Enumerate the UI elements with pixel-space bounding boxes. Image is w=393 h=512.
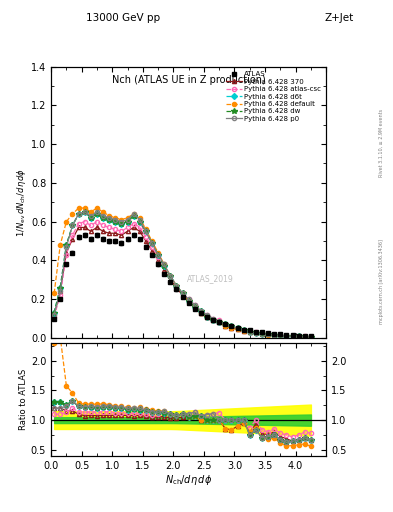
Text: Rivet 3.1.10, ≥ 2.9M events: Rivet 3.1.10, ≥ 2.9M events bbox=[379, 109, 384, 178]
X-axis label: $N_{\rm ch}/d\eta\,d\phi$: $N_{\rm ch}/d\eta\,d\phi$ bbox=[165, 473, 212, 487]
Text: ATLAS_2019: ATLAS_2019 bbox=[187, 274, 234, 283]
Text: mcplots.cern.ch [arXiv:1306.3436]: mcplots.cern.ch [arXiv:1306.3436] bbox=[379, 239, 384, 324]
Text: 13000 GeV pp: 13000 GeV pp bbox=[86, 13, 161, 23]
Text: Nch (ATLAS UE in Z production): Nch (ATLAS UE in Z production) bbox=[112, 75, 266, 84]
Legend: ATLAS, Pythia 6.428 370, Pythia 6.428 atlas-csc, Pythia 6.428 d6t, Pythia 6.428 : ATLAS, Pythia 6.428 370, Pythia 6.428 at… bbox=[224, 69, 324, 124]
Y-axis label: $1/N_{\rm ev}\,dN_{\rm ch}/d\eta\,d\phi$: $1/N_{\rm ev}\,dN_{\rm ch}/d\eta\,d\phi$ bbox=[15, 167, 28, 237]
Y-axis label: Ratio to ATLAS: Ratio to ATLAS bbox=[19, 369, 28, 430]
Text: Z+Jet: Z+Jet bbox=[325, 13, 354, 23]
